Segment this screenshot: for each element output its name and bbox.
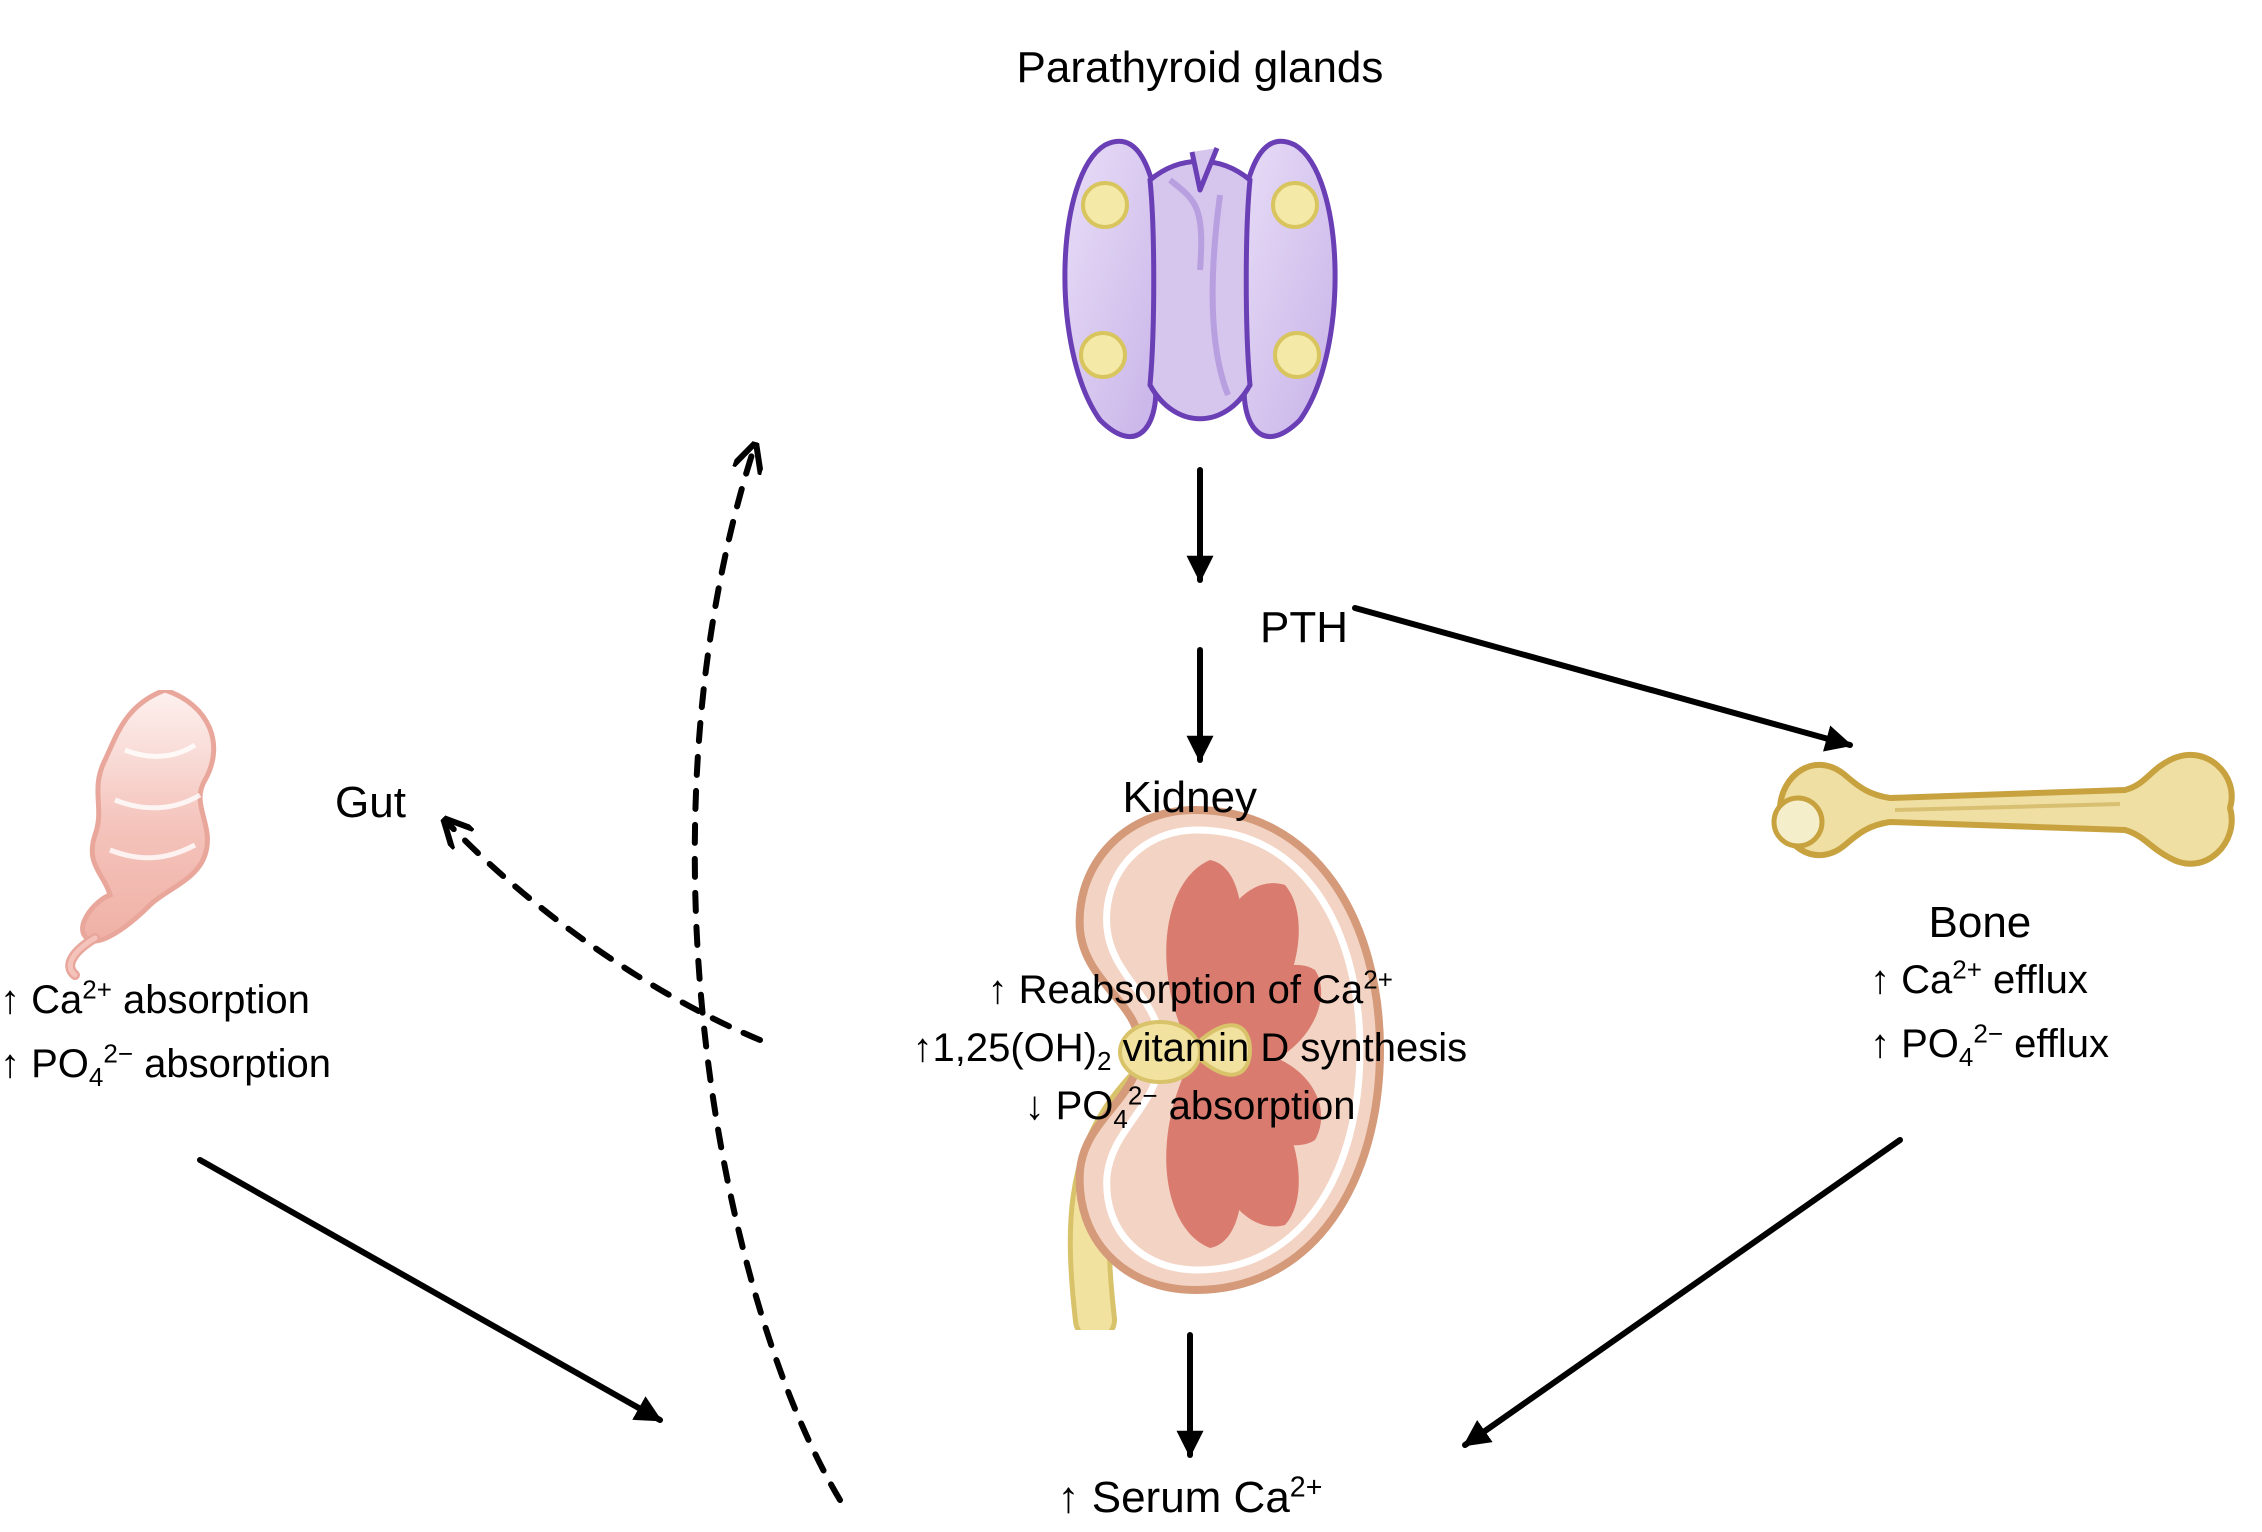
label-pth: PTH: [1260, 600, 1348, 656]
parathyroid-icon: [1020, 120, 1380, 450]
edge-gut-to-serum: [200, 1160, 660, 1420]
edge-bone-to-serum: [1465, 1140, 1900, 1445]
pth-diagram: Parathyroid glands PTH Kidney Bone Gut ↑ Seru…: [0, 0, 2262, 1532]
label-gut: Gut: [335, 775, 406, 831]
effect-kidney-1: ↑1,25(OH)2 vitamin D synthesis: [913, 1023, 1468, 1074]
effect-kidney-0: ↑ Reabsorption of Ca2+: [988, 965, 1393, 1016]
bone-icon: [1720, 730, 2240, 890]
label-serum: ↑ Serum Ca2+: [1058, 1470, 1323, 1526]
label-bone: Bone: [1929, 895, 2032, 951]
edge-serum-to-para: [695, 445, 840, 1500]
gut-icon: [55, 690, 265, 980]
effect-gut-0: ↑ Ca2+ absorption: [0, 975, 310, 1026]
effect-gut-1: ↑ PO42− absorption: [0, 1039, 331, 1090]
effect-bone-0: ↑ Ca2+ efflux: [1870, 955, 2088, 1006]
effect-kidney-2: ↓ PO42− absorption: [1025, 1081, 1356, 1132]
effect-bone-1: ↑ PO42− efflux: [1870, 1019, 2109, 1070]
edge-pth-to-bone: [1355, 608, 1850, 745]
label-kidney: Kidney: [1123, 770, 1258, 826]
label-parathyroid: Parathyroid glands: [1017, 40, 1384, 96]
edge-kidney-to-gut: [445, 820, 760, 1040]
